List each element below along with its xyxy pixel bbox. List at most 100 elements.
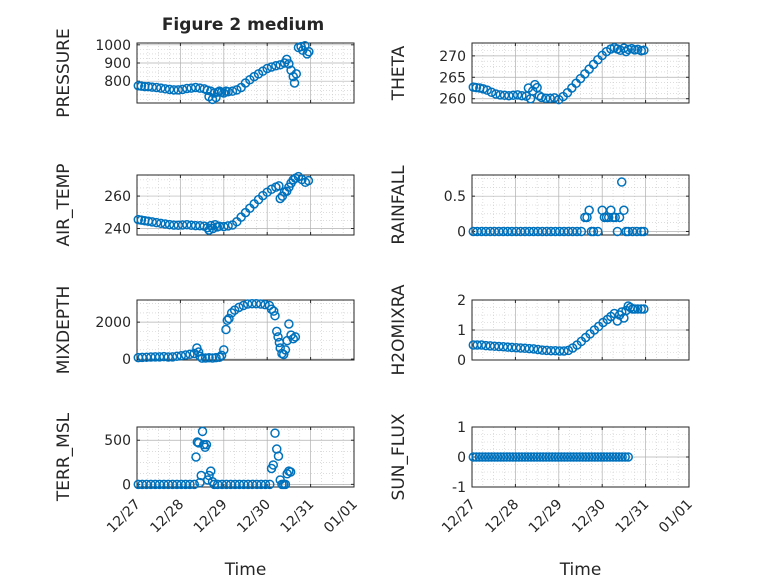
data-point xyxy=(271,60,281,71)
data-point xyxy=(160,219,170,229)
data-point xyxy=(197,353,207,363)
data-point xyxy=(274,181,284,191)
data-point xyxy=(273,332,283,342)
data-point xyxy=(636,304,647,314)
data-point xyxy=(180,350,191,360)
data-point xyxy=(285,467,296,477)
data-point xyxy=(172,351,182,362)
data-point xyxy=(639,45,649,56)
data-point xyxy=(559,346,569,356)
data-point xyxy=(477,452,488,462)
data-point xyxy=(498,452,509,462)
data-point xyxy=(495,90,505,100)
y-tick-label: 800 xyxy=(104,74,131,90)
data-point xyxy=(529,452,539,462)
data-point xyxy=(596,452,606,462)
data-point xyxy=(471,82,482,93)
data-point xyxy=(255,299,266,309)
data-point xyxy=(504,90,514,101)
subplot-1: 800 900 1000 PRESSURE xyxy=(54,28,355,118)
data-point xyxy=(288,71,298,82)
y-axis-label: TERR_MSL xyxy=(54,412,74,502)
axes-box xyxy=(136,174,355,236)
data-point xyxy=(284,59,294,69)
data-point xyxy=(278,349,289,360)
data-point xyxy=(623,452,633,462)
data-point xyxy=(291,69,302,79)
y-tick-label: 1 xyxy=(457,420,466,436)
data-point xyxy=(489,452,500,462)
data-point xyxy=(468,452,479,462)
data-point xyxy=(284,319,294,329)
data-point xyxy=(226,308,237,318)
y-tick-label: 500 xyxy=(104,433,131,449)
y-tick-label: 1 xyxy=(457,323,466,339)
y-tick-label: 260 xyxy=(439,92,466,108)
data-point xyxy=(611,452,621,462)
data-point xyxy=(223,221,233,231)
data-point xyxy=(605,452,615,462)
data-point xyxy=(511,452,521,462)
data-point xyxy=(289,78,300,88)
data-point xyxy=(478,84,489,94)
data-point xyxy=(617,452,627,462)
data-point xyxy=(480,452,491,462)
data-point xyxy=(614,452,624,462)
data-point xyxy=(580,452,591,462)
y-tick-label: 0 xyxy=(457,353,466,369)
data-point xyxy=(568,452,579,462)
data-point xyxy=(275,193,285,204)
axes-box xyxy=(471,42,690,104)
y-tick-label: 0 xyxy=(122,352,131,368)
data-point xyxy=(191,452,201,462)
y-axis-label: THETA xyxy=(389,45,409,101)
data-point xyxy=(632,226,642,237)
data-point xyxy=(160,84,170,94)
data-point xyxy=(156,218,166,229)
data-point xyxy=(151,82,162,93)
data-point xyxy=(517,452,527,462)
data-point xyxy=(189,348,200,359)
data-point xyxy=(536,92,547,103)
data-point xyxy=(270,310,280,321)
data-point xyxy=(227,86,238,96)
data-point xyxy=(526,452,536,462)
data-point xyxy=(262,63,272,74)
data-point xyxy=(602,452,612,462)
data-point xyxy=(483,452,494,462)
data-point xyxy=(147,217,157,227)
data-point xyxy=(219,221,229,232)
data-point xyxy=(574,452,585,462)
y-axis-label: PRESSURE xyxy=(54,28,74,117)
data-point xyxy=(221,324,231,335)
data-point xyxy=(486,452,497,462)
data-point xyxy=(204,353,214,363)
y-tick-label: 0.5 xyxy=(444,189,466,205)
data-point xyxy=(185,349,195,360)
data-point xyxy=(610,212,620,223)
data-point xyxy=(619,205,629,216)
data-point xyxy=(533,344,543,355)
data-point xyxy=(223,86,233,97)
data-point xyxy=(288,334,298,344)
data-point xyxy=(541,452,551,462)
data-point xyxy=(492,452,503,462)
data-point xyxy=(280,479,291,490)
data-point xyxy=(234,302,244,313)
data-point xyxy=(524,343,535,354)
data-point xyxy=(214,352,225,362)
data-point xyxy=(633,304,643,314)
axes-box xyxy=(136,42,355,104)
data-point xyxy=(266,62,277,72)
figure-title: Figure 2 medium xyxy=(162,15,324,35)
data-point xyxy=(136,81,147,91)
data-point xyxy=(270,428,280,438)
data-point xyxy=(538,452,548,462)
data-point xyxy=(587,452,597,462)
y-tick-label: 0 xyxy=(122,477,131,493)
data-point xyxy=(275,60,285,70)
data-point xyxy=(532,452,542,462)
data-point xyxy=(197,426,208,437)
